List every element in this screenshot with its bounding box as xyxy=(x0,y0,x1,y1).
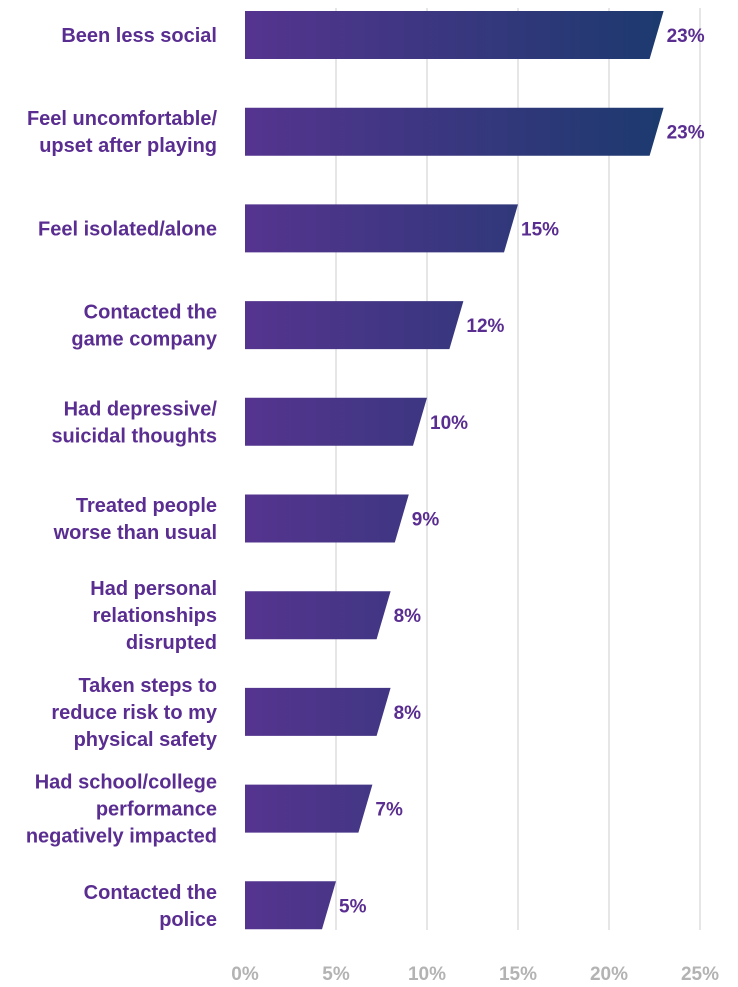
category-label: Had personal relationships disrupted xyxy=(90,578,217,654)
x-axis-ticks: 0% 5% 10% 15% 20% 25% xyxy=(231,964,719,985)
category-label: Taken steps to reduce risk to my physical … xyxy=(51,675,218,751)
bar xyxy=(245,591,391,640)
bar xyxy=(245,301,464,350)
category-label: Contacted the police xyxy=(84,882,217,931)
value-label: 8% xyxy=(394,703,422,724)
bars xyxy=(245,11,664,930)
value-label: 9% xyxy=(412,510,440,531)
category-labels: Been less social Feel uncomfortable/upset… xyxy=(26,25,218,931)
x-tick-label: 0% xyxy=(231,964,259,982)
x-tick-label: 10% xyxy=(408,964,446,982)
bar xyxy=(245,204,518,253)
bar xyxy=(245,784,373,833)
bar xyxy=(245,107,664,156)
value-label: 23% xyxy=(667,26,705,47)
bar xyxy=(245,494,409,543)
category-label: Been less social xyxy=(61,25,217,47)
category-label: Had school/college performance negatively … xyxy=(26,772,217,848)
x-tick-label: 25% xyxy=(681,964,719,982)
bar xyxy=(245,881,336,930)
value-labels: 23% 23% 15% 12% 10% 9% 8% 8% 7% 5% xyxy=(339,26,705,917)
x-tick-label: 20% xyxy=(590,964,628,982)
value-label: 10% xyxy=(430,413,468,434)
bar xyxy=(245,397,427,446)
value-label: 15% xyxy=(521,219,559,240)
category-label: Contacted the game company xyxy=(71,302,217,351)
x-tick-label: 15% xyxy=(499,964,537,982)
category-label: Feel uncomfortable/upset after playing xyxy=(27,108,217,157)
bar xyxy=(245,11,664,59)
value-label: 8% xyxy=(394,606,422,627)
value-label: 23% xyxy=(667,123,705,144)
value-label: 5% xyxy=(339,896,367,917)
x-tick-label: 5% xyxy=(322,964,350,982)
category-label: Feel isolated/alone xyxy=(38,218,217,240)
bar xyxy=(245,687,391,736)
gridlines xyxy=(335,8,701,930)
value-label: 7% xyxy=(375,800,403,821)
category-label: Had depressive/suicidal thoughts xyxy=(51,398,217,447)
value-label: 12% xyxy=(466,316,504,337)
category-label: Treated people worse than usual xyxy=(53,495,217,544)
